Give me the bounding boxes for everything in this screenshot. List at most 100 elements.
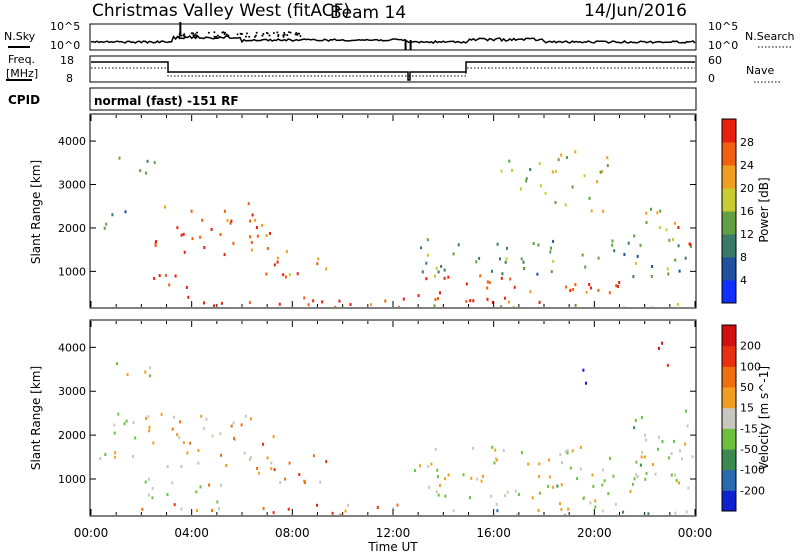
data-cell — [278, 302, 281, 306]
data-cell — [158, 274, 161, 278]
data-cell — [592, 484, 595, 488]
data-cell — [248, 301, 251, 305]
data-cell — [376, 506, 379, 509]
data-cell — [312, 454, 315, 458]
data-cell — [481, 474, 484, 478]
data-cell — [316, 503, 318, 507]
colorbar-swatch — [722, 165, 736, 189]
data-cell — [178, 436, 181, 440]
data-cell — [176, 433, 179, 437]
velocity-axes: 1000 2000 3000 4000 — [58, 321, 696, 515]
data-cell — [585, 290, 588, 294]
freq-left-tick-top: 18 — [60, 54, 74, 67]
data-cell — [491, 269, 493, 273]
data-cell — [154, 244, 157, 247]
data-gap — [406, 115, 410, 307]
data-cell — [272, 435, 275, 439]
data-cell — [651, 463, 654, 466]
data-cell — [249, 219, 252, 223]
data-cell — [211, 434, 214, 438]
data-cell — [298, 473, 301, 476]
data-cell — [232, 421, 235, 425]
data-cell — [548, 458, 551, 462]
data-cell — [661, 440, 664, 443]
data-cell — [623, 306, 625, 307]
data-cell — [670, 473, 673, 477]
data-cell — [496, 509, 499, 513]
data-cell — [132, 455, 134, 458]
data-cell — [688, 242, 691, 246]
noise-dot — [276, 31, 279, 34]
colorbar-swatch — [722, 188, 736, 212]
data-cell — [180, 507, 183, 511]
noise-right-tick-top: 10^5 — [708, 20, 738, 33]
colorbar-swatch — [722, 469, 736, 491]
data-cell — [611, 243, 614, 247]
data-cell — [113, 431, 116, 435]
data-cell — [370, 303, 373, 307]
data-cell — [189, 441, 192, 445]
data-cell — [667, 272, 670, 276]
data-cell — [250, 417, 252, 421]
data-cell — [173, 415, 176, 419]
data-cell — [506, 490, 509, 494]
data-cell — [500, 276, 503, 280]
data-cell — [645, 211, 648, 215]
data-cell — [182, 232, 185, 236]
data-cell — [218, 507, 220, 511]
data-cell — [434, 447, 437, 451]
data-cell — [609, 456, 611, 460]
power-panel: 1000 2000 3000 4000 Slant Range [km] 4 8 12 16… — [29, 113, 771, 309]
data-cell — [566, 451, 569, 455]
data-cell — [225, 464, 228, 467]
data-cell — [560, 508, 563, 511]
freq-right-tick-bottom: 0 — [708, 72, 715, 85]
x-tick-label: 00:00 — [74, 526, 109, 540]
data-cell — [220, 301, 223, 305]
colorbar-tick-label: 100 — [740, 360, 761, 373]
noise-dot — [299, 34, 302, 37]
data-cell — [684, 442, 687, 446]
data-cell — [544, 191, 547, 195]
data-cell — [428, 485, 431, 489]
data-cell — [210, 228, 213, 231]
nave-trace — [91, 67, 695, 77]
y-tick-label: 2000 — [58, 429, 86, 442]
data-cell — [126, 373, 129, 377]
noise-right-tick-bottom: 10^0 — [708, 39, 738, 52]
data-cell — [144, 480, 147, 484]
noise-dot — [222, 31, 225, 34]
data-cell — [676, 303, 679, 306]
data-cell — [199, 485, 202, 489]
data-cell — [603, 479, 606, 483]
colorbar-swatch — [722, 407, 736, 429]
freq-right-label: Nave — [746, 64, 774, 77]
data-cell — [677, 226, 680, 229]
data-cell — [601, 468, 604, 472]
data-cell — [596, 180, 599, 184]
data-cell — [444, 477, 446, 481]
y-tick-label: 4000 — [58, 341, 86, 354]
data-cell — [566, 449, 569, 452]
data-cell — [248, 458, 251, 462]
data-cell — [488, 281, 491, 285]
colorbar-tick-label: 50 — [740, 381, 754, 394]
freq-left-tick-bottom: 8 — [66, 72, 73, 85]
data-cell — [520, 257, 523, 261]
data-cell — [514, 489, 517, 493]
data-cell — [503, 296, 506, 300]
data-cell — [674, 511, 677, 515]
data-cell — [276, 260, 279, 264]
data-cell — [317, 257, 320, 261]
data-cell — [665, 228, 668, 232]
data-cell — [287, 507, 290, 511]
data-cell — [519, 187, 522, 191]
data-cell — [582, 368, 585, 372]
data-cell — [413, 469, 416, 473]
data-cell — [567, 507, 570, 511]
data-cell — [331, 511, 334, 515]
data-cell — [462, 473, 465, 477]
data-cell — [529, 168, 532, 171]
noise-panel — [89, 23, 697, 51]
colorbar-tick-label: 15 — [740, 402, 754, 415]
